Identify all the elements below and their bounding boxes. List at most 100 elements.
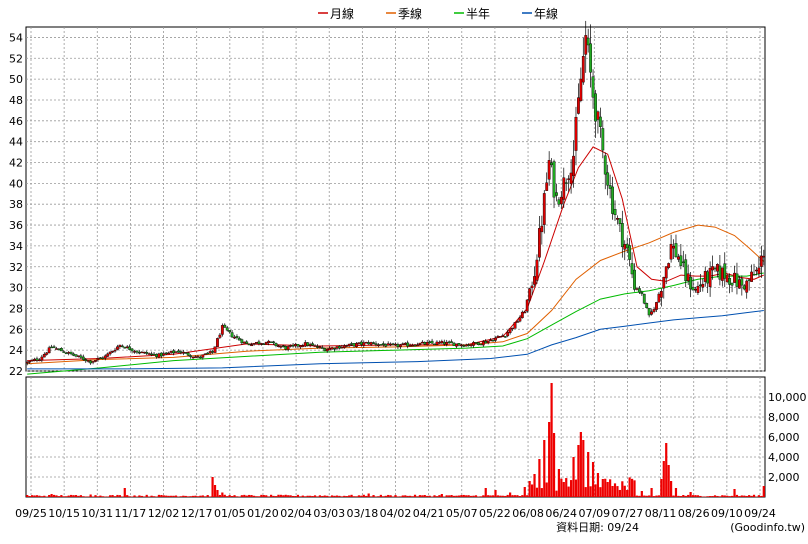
volume-bar <box>599 487 602 497</box>
candle-body <box>401 343 405 345</box>
volume-bar <box>501 495 504 497</box>
volume-bar <box>472 495 475 497</box>
y-tick-label: 26 <box>9 323 23 336</box>
legend-item: 季線 <box>398 6 422 21</box>
candle-body <box>481 341 485 346</box>
volume-bar <box>487 495 490 497</box>
candle-body <box>313 345 317 347</box>
candle-body <box>264 341 268 345</box>
volume-bar <box>426 495 429 497</box>
volume-bar <box>557 469 561 497</box>
candle-body <box>484 340 488 344</box>
volume-bar <box>170 495 173 497</box>
volume-bar <box>533 474 536 497</box>
volume-bars <box>26 383 765 498</box>
candle-body <box>294 344 297 347</box>
candle-body <box>96 358 100 360</box>
candle-body <box>269 341 273 343</box>
candle-body <box>84 359 88 362</box>
candle-body <box>462 345 466 347</box>
volume-bar <box>594 484 597 497</box>
candle-body <box>391 343 395 345</box>
volume-bar <box>370 496 373 497</box>
candle-body <box>67 352 71 354</box>
candle-body <box>635 288 639 290</box>
volume-bar <box>62 496 65 497</box>
candle-body <box>94 359 97 362</box>
candle-body <box>559 196 563 205</box>
volume-bar <box>626 490 629 497</box>
volume-bar <box>52 494 56 497</box>
volume-bar <box>130 496 134 498</box>
volume-bar <box>267 496 270 497</box>
candle-body <box>281 345 285 347</box>
volume-bar <box>33 495 36 497</box>
volume-bar <box>211 477 214 497</box>
volume-bar <box>333 495 336 497</box>
volume-bar <box>455 495 458 497</box>
volume-bar <box>413 494 417 497</box>
x-tick-label: 12/17 <box>181 507 213 520</box>
volume-bar <box>494 490 497 497</box>
volume-bar <box>462 494 465 497</box>
volume-bar <box>523 487 526 497</box>
volume-bar <box>628 477 631 497</box>
candle-body <box>240 339 244 344</box>
volume-bar <box>713 495 717 497</box>
volume-bar <box>113 496 117 497</box>
volume-bar <box>145 494 148 497</box>
volume-bar <box>516 495 519 497</box>
y-tick-label: 44 <box>9 136 23 149</box>
candle-body <box>367 342 371 345</box>
y-tick-label: 28 <box>9 302 23 315</box>
volume-bar <box>582 440 585 497</box>
volume-bar <box>694 495 697 497</box>
volume-bar <box>328 496 331 497</box>
volume-bar <box>738 496 741 497</box>
volume-bar <box>618 489 621 497</box>
volume-bar <box>757 495 761 497</box>
candle-body <box>218 334 222 338</box>
volume-bar <box>252 495 256 497</box>
volume-bar <box>699 495 702 497</box>
volume-bar <box>640 491 643 497</box>
candle-body <box>416 344 419 347</box>
volume-bar <box>301 495 304 497</box>
candle-body <box>101 357 105 359</box>
volume-bar <box>235 496 239 497</box>
volume-bar <box>179 496 182 497</box>
candle-body <box>33 358 36 362</box>
candle-body <box>213 346 217 353</box>
volume-bar <box>260 494 263 497</box>
volume-bar <box>160 494 163 497</box>
candle-body <box>740 278 744 286</box>
volume-bar <box>745 495 748 497</box>
volume-bar <box>209 496 212 497</box>
volume-bar <box>318 495 321 497</box>
candle-body <box>745 280 749 293</box>
candle-body <box>537 228 541 258</box>
candle-body <box>496 336 500 338</box>
candle-body <box>359 341 363 345</box>
candle-body <box>120 345 124 348</box>
candle-body <box>450 341 453 344</box>
candle-body <box>225 327 229 331</box>
candle-body <box>86 360 90 362</box>
candle-body <box>155 354 158 357</box>
y-tick-label: 42 <box>9 157 23 170</box>
candle-body <box>257 341 261 344</box>
volume-bar <box>506 494 509 497</box>
volume-bar <box>621 481 624 497</box>
volume-bar <box>352 496 356 497</box>
data-date-label: 資料日期: 09/24 <box>556 520 639 534</box>
volume-bar <box>240 495 243 497</box>
candle-body <box>328 348 332 351</box>
volume-bar <box>540 488 543 497</box>
candle-body <box>418 342 422 345</box>
candle-body <box>489 339 493 342</box>
candle-body <box>252 342 256 345</box>
candle-body <box>572 155 575 177</box>
volume-bar <box>691 495 695 497</box>
volume-bar <box>148 496 151 497</box>
candle-body <box>250 344 254 347</box>
